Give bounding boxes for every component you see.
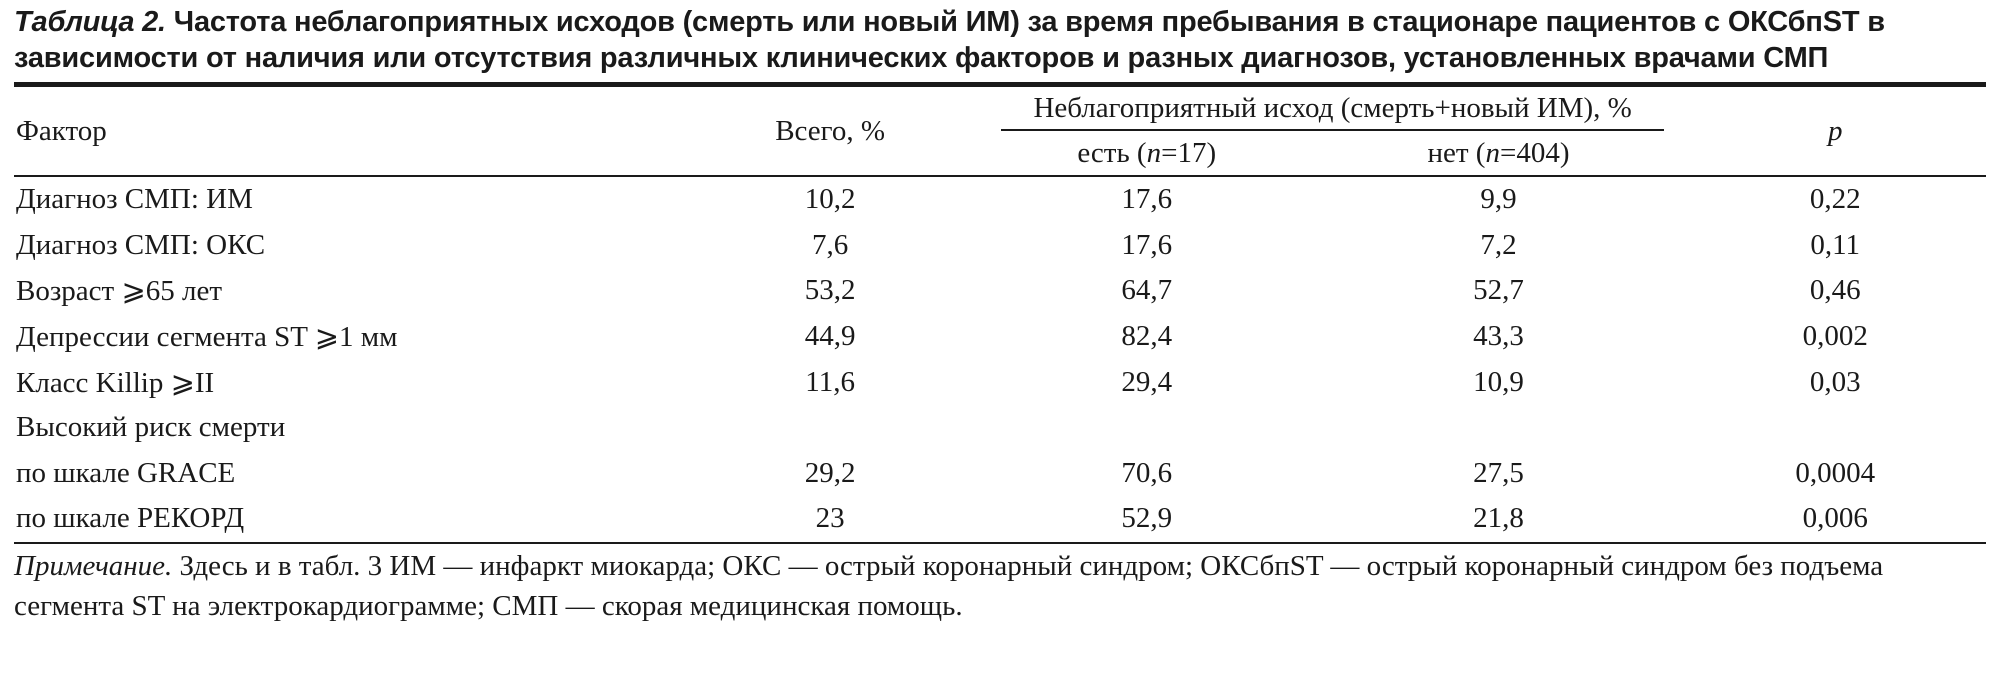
cell-p: 0,002 [1802, 320, 1868, 353]
top-rule [14, 82, 1986, 87]
table-row: по шкале РЕКОРД 23 52,9 21,8 0,006 [14, 496, 1986, 542]
table-row: Высокий риск смерти [14, 405, 1986, 451]
cell-factor: Диагноз СМП: ИМ [16, 183, 253, 216]
header-p-text: p [1827, 114, 1843, 147]
cell-factor: по шкале РЕКОРД [16, 502, 245, 535]
header-outcome-group: Неблагоприятный исход (смерть+новый ИМ),… [981, 87, 1685, 131]
table-row: Диагноз СМП: ИМ 10,2 17,6 9,9 0,22 [14, 177, 1986, 223]
cell-p: 0,11 [1810, 228, 1861, 261]
note-label: Примечание. [14, 549, 173, 582]
cell-factor: Класс Killip ⩾II [16, 366, 215, 399]
header-yes-prefix: есть ( [1077, 136, 1147, 169]
cell-factor: Высокий риск смерти [16, 411, 286, 444]
header-total: Всего, % [679, 87, 981, 175]
outcome-group-label: Неблагоприятный исход (смерть+новый ИМ),… [1000, 92, 1665, 131]
note-text: Здесь и в табл. 3 ИМ — инфаркт миокарда;… [14, 549, 1884, 622]
cell-total: 53,2 [804, 274, 856, 307]
table-caption: Таблица 2. Частота неблагоприятных исход… [14, 0, 1986, 76]
cell-factor: Депрессии сегмента ST ⩾1 мм [16, 321, 398, 354]
caption-label: Таблица 2. [14, 6, 166, 38]
cell-no: 7,2 [1480, 228, 1517, 261]
cell-no: 21,8 [1473, 502, 1524, 535]
cell-factor: по шкале GRACE [16, 456, 236, 489]
cell-total: 10,2 [804, 183, 856, 216]
header-yes: есть (n=17) [981, 131, 1313, 175]
cell-yes: 64,7 [1121, 274, 1173, 307]
cell-p: 0,46 [1809, 274, 1861, 307]
cell-yes: 52,9 [1121, 502, 1173, 535]
cell-no: 9,9 [1480, 183, 1517, 216]
table-row: Депрессии сегмента ST ⩾1 мм 44,9 82,4 43… [14, 314, 1986, 360]
cell-factor: Возраст ⩾65 лет [16, 275, 223, 308]
cell-no: 27,5 [1473, 456, 1524, 489]
cell-no: 43,3 [1473, 320, 1524, 353]
cell-p: 0,0004 [1795, 456, 1876, 489]
cell-yes: 17,6 [1121, 228, 1173, 261]
table-row: Диагноз СМП: ОКС 7,6 17,6 7,2 0,11 [14, 223, 1986, 269]
cell-no: 52,7 [1473, 274, 1524, 307]
cell-yes: 17,6 [1121, 183, 1173, 216]
cell-yes [981, 405, 1313, 451]
cell-no: 10,9 [1473, 365, 1524, 398]
cell-yes: 70,6 [1121, 456, 1173, 489]
header-no-suffix: =404) [1499, 136, 1570, 169]
header-no: нет (n=404) [1313, 131, 1685, 175]
table-row: Возраст ⩾65 лет 53,2 64,7 52,7 0,46 [14, 268, 1986, 314]
cell-p [1684, 405, 1986, 451]
cell-p: 0,006 [1802, 502, 1868, 535]
header-factor: Фактор [16, 114, 107, 147]
header-no-n: n [1485, 136, 1500, 169]
cell-total [679, 405, 981, 451]
cell-factor: Диагноз СМП: ОКС [16, 228, 266, 261]
header-yes-n: n [1146, 136, 1162, 169]
cell-total: 7,6 [811, 228, 849, 261]
data-table: Фактор Всего, % Неблагоприятный исход (с… [14, 87, 1986, 542]
header-total-text: Всего, % [775, 114, 885, 147]
cell-p: 0,03 [1809, 365, 1861, 398]
table-row: по шкале GRACE 29,2 70,6 27,5 0,0004 [14, 451, 1986, 497]
cell-yes: 29,4 [1121, 365, 1173, 398]
bottom-rule [14, 541, 1986, 544]
cell-total: 29,2 [804, 456, 856, 489]
cell-total: 44,9 [804, 320, 856, 353]
header-rule [14, 175, 1986, 177]
cell-no [1313, 405, 1685, 451]
cell-total: 11,6 [805, 365, 855, 398]
header-no-prefix: нет ( [1427, 136, 1486, 169]
header-yes-suffix: =17) [1161, 136, 1217, 169]
table-body: Диагноз СМП: ИМ 10,2 17,6 9,9 0,22 Диагн… [14, 177, 1986, 542]
table-row: Класс Killip ⩾II 11,6 29,4 10,9 0,03 [14, 359, 1986, 405]
table-note: Примечание. Здесь и в табл. 3 ИМ — инфар… [14, 544, 1986, 626]
header-p: p [1684, 87, 1986, 175]
caption-text: Частота неблагоприятных исходов (смерть … [14, 6, 1885, 74]
cell-yes: 82,4 [1121, 320, 1173, 353]
cell-total: 23 [815, 502, 845, 535]
cell-p: 0,22 [1809, 183, 1861, 216]
